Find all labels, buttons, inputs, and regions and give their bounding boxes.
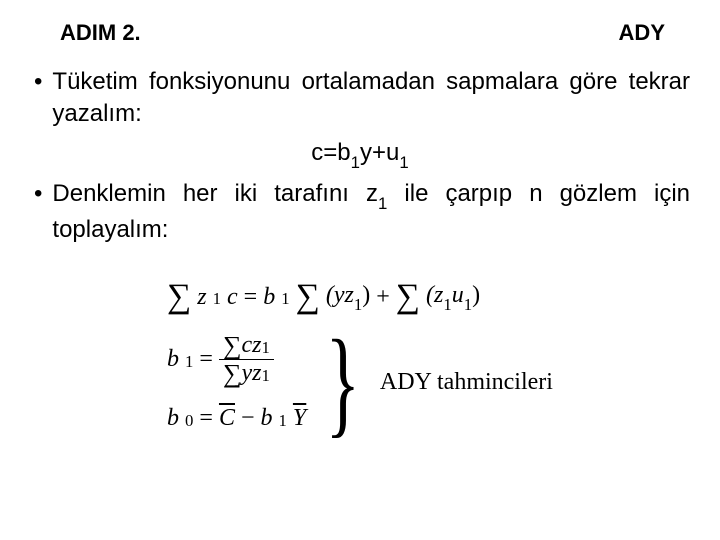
r1-plus: + — [376, 284, 390, 311]
eq-sub-1b: 1 — [399, 153, 408, 172]
bullet-2-sub: 1 — [378, 194, 387, 213]
r3-b-sub: 0 — [185, 411, 193, 431]
r3-Ybar: Y — [293, 405, 306, 432]
ady-title: ADY — [619, 20, 665, 46]
fraction-num: ∑ cz1 — [219, 332, 274, 360]
equations-column: ∑ z1c = b1 ∑ (yz1) + ∑ (z1u1) b1 = — [167, 280, 553, 432]
bullet-2-text: Denklemin her iki tarafını z1 ile çarpıp… — [52, 178, 690, 246]
slide: ADIM 2. ADY • Tüketim fonksiyonunu ortal… — [0, 0, 720, 540]
r3-Cbar: C — [219, 405, 235, 432]
estimator-label: ADY tahmincileri — [380, 369, 553, 396]
r3-minus: − — [241, 405, 255, 432]
r1-z: z — [197, 284, 206, 311]
r3-eq: = — [199, 405, 213, 432]
r1-eq: = — [244, 284, 258, 311]
r1-p1a: (yz1) — [326, 282, 370, 313]
bullet-2: • Denklemin her iki tarafını z1 ile çarp… — [30, 178, 690, 246]
r3-b: b — [167, 405, 179, 432]
bullet-dot: • — [34, 66, 42, 131]
math-block: ∑ z1c = b1 ∑ (yz1) + ∑ (z1u1) b1 = — [30, 280, 690, 432]
header-row: ADIM 2. ADY — [30, 20, 690, 46]
r2-eq: = — [199, 346, 213, 373]
bullet-2-text-a: Denklemin her iki tarafını z — [52, 180, 378, 207]
r1-b-sub: 1 — [281, 289, 289, 309]
sigma-icon: ∑ — [223, 333, 242, 359]
eq-sub-1a: 1 — [351, 153, 360, 172]
eq-part-2: y+u — [360, 139, 399, 166]
r1-b: b — [263, 284, 275, 311]
sigma-icon: ∑ — [223, 361, 242, 387]
curly-brace-icon: } — [326, 335, 361, 429]
bullet-list: • Tüketim fonksiyonunu ortalamadan sapma… — [30, 66, 690, 246]
equation-row-3: b0 = C − b1 Y — [167, 405, 306, 432]
lower-two-equations: b1 = ∑ cz1 ∑ yz1 — [167, 332, 306, 432]
bullet-dot: • — [34, 178, 42, 246]
fraction: ∑ cz1 ∑ yz1 — [219, 332, 274, 387]
r1-c: c — [227, 284, 238, 311]
equation-inline: c=b1y+u1 — [30, 137, 690, 172]
math-inner: ∑ z1c = b1 ∑ (yz1) + ∑ (z1u1) b1 = — [167, 280, 553, 432]
r3-b1-sub: 1 — [279, 411, 287, 431]
sigma-icon: ∑ — [396, 280, 420, 314]
r1-p2: (z1u1) — [426, 282, 480, 313]
r2-b: b — [167, 346, 179, 373]
eq-part-1: c=b — [311, 139, 350, 166]
fraction-den: ∑ yz1 — [219, 360, 274, 387]
r3-b1: b — [261, 405, 273, 432]
bullet-1-text: Tüketim fonksiyonunu ortalamadan sapmala… — [52, 66, 690, 131]
equation-row-1: ∑ z1c = b1 ∑ (yz1) + ∑ (z1u1) — [167, 280, 480, 314]
r1-z-sub: 1 — [213, 289, 221, 309]
equation-row-2: b1 = ∑ cz1 ∑ yz1 — [167, 332, 306, 387]
sigma-icon: ∑ — [296, 280, 320, 314]
r2-b-sub: 1 — [185, 352, 193, 372]
step-title: ADIM 2. — [60, 20, 141, 46]
sigma-icon: ∑ — [167, 280, 191, 314]
bullet-1: • Tüketim fonksiyonunu ortalamadan sapma… — [30, 66, 690, 131]
